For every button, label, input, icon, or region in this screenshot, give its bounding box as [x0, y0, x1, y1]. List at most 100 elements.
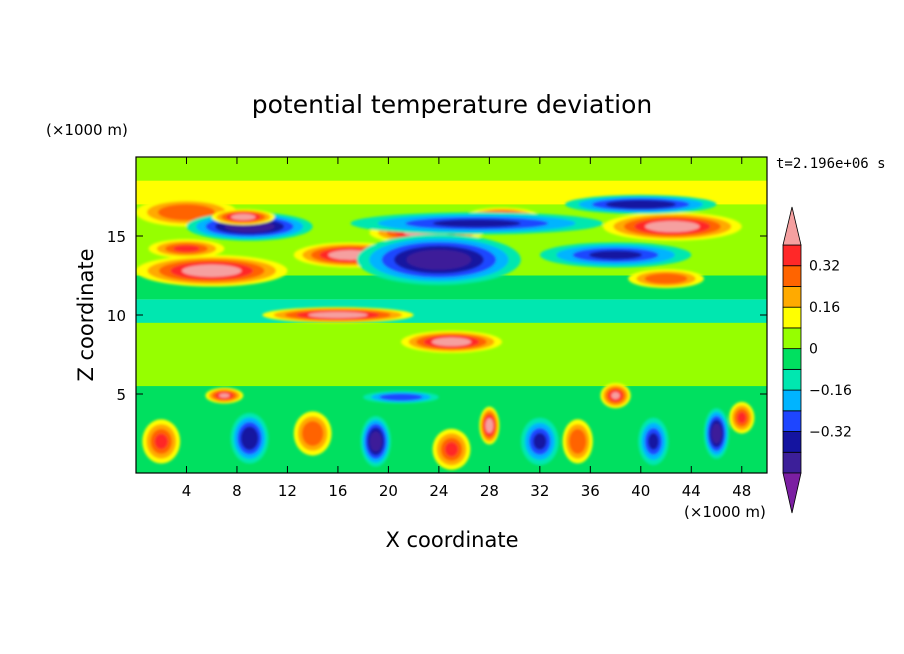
x-tick-label: 12	[278, 482, 297, 500]
colorbar-tick-label: 0.32	[809, 259, 840, 275]
x-axis-label: X coordinate	[385, 528, 518, 552]
contour-field	[136, 157, 767, 473]
x-unit-label: (×1000 m)	[684, 503, 766, 521]
field-contour-16-4	[387, 394, 415, 400]
colorbar-tick-label: 0	[809, 342, 818, 358]
x-tick-label: 24	[429, 482, 448, 500]
y-tick-label: 5	[116, 386, 126, 404]
field-contour-29-4	[737, 412, 747, 424]
field-feature-21	[293, 411, 332, 456]
x-tick-label: 44	[682, 482, 701, 500]
field-feature-16	[363, 390, 439, 404]
field-feature-26	[562, 419, 593, 464]
chart-title: potential temperature deviation	[252, 90, 652, 119]
field-contour-4-4	[173, 245, 200, 252]
field-contour-17-5	[218, 393, 230, 398]
field-contour-15-6	[439, 339, 464, 345]
field-contour-19-4	[154, 433, 168, 450]
field-band-0	[136, 157, 767, 181]
field-contour-28-6	[713, 427, 720, 440]
field-feature-20	[230, 412, 269, 464]
field-band-3	[136, 299, 767, 323]
field-contour-11-5	[619, 201, 663, 208]
x-tick-label: 8	[232, 482, 242, 500]
field-features	[136, 194, 755, 470]
field-contour-21-4	[306, 425, 320, 442]
y-tick-label: 15	[107, 228, 126, 246]
colorbar-box	[782, 348, 802, 370]
field-feature-25	[520, 417, 559, 466]
field-contour-18-5	[611, 391, 620, 400]
field-feature-7	[356, 234, 521, 285]
field-band-2	[136, 275, 767, 300]
field-feature-12	[539, 242, 692, 268]
colorbar-box	[782, 306, 802, 329]
y-unit-label: (×1000 m)	[46, 121, 128, 139]
field-contour-24-6	[486, 421, 492, 431]
colorbar-box	[782, 265, 802, 287]
field-feature-4	[148, 239, 225, 259]
field-contour-25-4	[533, 433, 547, 450]
field-contour-22-6	[372, 435, 380, 448]
field-feature-14	[262, 307, 414, 323]
field-feature-11	[565, 194, 717, 214]
field-feature-28	[703, 408, 730, 459]
field-feature-27	[638, 417, 669, 466]
field-feature-22	[360, 416, 391, 467]
colorbar-tick-label: −0.32	[809, 425, 852, 441]
colorbar-tick-label: 0.16	[809, 300, 840, 316]
x-tick-label: 28	[480, 482, 499, 500]
field-contour-23-4	[444, 442, 459, 457]
x-axis-ticks: 4 8 12 16 20 24 28 32 36 40 44 48	[182, 157, 751, 500]
time-label: t=2.196e+06 s	[776, 156, 886, 172]
field-feature-17	[205, 387, 244, 404]
colorbar-box	[782, 244, 802, 267]
field-feature-3	[136, 254, 288, 287]
x-tick-label: 32	[530, 482, 549, 500]
field-feature-15	[401, 330, 502, 353]
x-tick-label: 48	[732, 482, 751, 500]
field-contour-27-4	[648, 433, 659, 450]
colorbar-tick-label: −0.16	[809, 383, 852, 399]
field-contour-10-6	[655, 223, 690, 230]
field-contour-0-4	[168, 207, 205, 218]
colorbar-box	[782, 327, 802, 350]
colorbar: −0.32 −0.16 0 0.16 0.32	[782, 206, 852, 514]
field-contour-5-6	[336, 251, 365, 259]
colorbar-box	[782, 451, 802, 474]
x-tick-label: 4	[182, 482, 192, 500]
field-contour-13-4	[652, 275, 680, 282]
field-feature-23	[432, 428, 471, 470]
field-feature-2	[211, 209, 275, 225]
field-feature-19	[142, 419, 181, 464]
x-tick-label: 36	[581, 482, 600, 500]
colorbar-top-triangle	[782, 206, 802, 246]
colorbar-box	[782, 431, 802, 453]
field-contour-9-4	[432, 219, 521, 228]
field-contour-12-4	[589, 250, 642, 260]
y-axis-ticks: 5 10 15	[107, 228, 767, 404]
x-tick-label: 40	[631, 482, 650, 500]
colorbar-box	[782, 286, 802, 308]
field-contour-2-6	[235, 215, 251, 219]
field-contour-14-6	[319, 313, 357, 317]
colorbar-box	[782, 389, 802, 412]
y-tick-label: 10	[107, 307, 126, 325]
field-feature-24	[479, 406, 500, 445]
field-contour-3-6	[193, 266, 231, 275]
field-feature-9	[350, 212, 603, 235]
x-tick-label: 16	[328, 482, 347, 500]
field-contour-20-5	[244, 431, 255, 446]
colorbar-box	[782, 410, 802, 432]
field-feature-10	[602, 212, 742, 241]
field-feature-13	[628, 269, 704, 289]
field-feature-29	[729, 401, 755, 434]
field-contour-7-6	[418, 253, 459, 266]
x-tick-label: 20	[379, 482, 398, 500]
colorbar-bottom-triangle	[782, 472, 802, 514]
y-axis-label: Z coordinate	[74, 248, 98, 381]
field-contour-26-4	[572, 433, 583, 450]
field-feature-18	[600, 382, 631, 409]
colorbar-box	[782, 368, 802, 391]
